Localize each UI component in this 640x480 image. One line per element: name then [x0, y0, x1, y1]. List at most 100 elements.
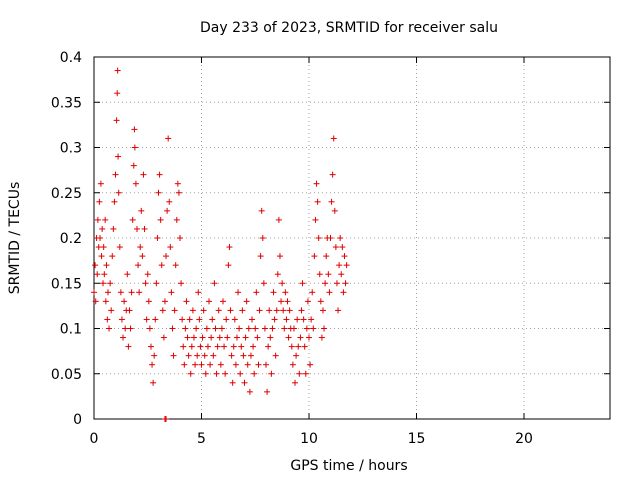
data-point: [286, 307, 293, 314]
data-point: [146, 325, 153, 332]
data-point: [173, 216, 180, 223]
data-point: [115, 189, 122, 196]
data-point: [265, 343, 272, 350]
data-point: [258, 207, 265, 214]
data-point: [185, 352, 192, 359]
data-point: [244, 361, 251, 368]
data-point: [257, 253, 264, 260]
data-point: [304, 298, 311, 305]
data-point: [274, 271, 281, 278]
data-point: [114, 90, 121, 97]
x-tick-label: 10: [300, 431, 318, 447]
data-point: [110, 225, 117, 232]
data-point: [236, 325, 243, 332]
data-point: [203, 325, 210, 332]
data-point: [97, 180, 104, 187]
y-tick-label: 0.2: [60, 231, 82, 247]
data-point: [141, 225, 148, 232]
data-point: [160, 334, 167, 341]
data-point: [233, 334, 240, 341]
data-point: [316, 271, 323, 278]
data-point: [166, 198, 173, 205]
data-point: [245, 325, 252, 332]
data-point: [209, 316, 216, 323]
grid: [94, 57, 610, 419]
data-point: [167, 244, 174, 251]
data-point: [215, 307, 222, 314]
data-point: [199, 334, 206, 341]
data-point: [96, 198, 103, 205]
data-point: [130, 162, 137, 169]
data-point: [284, 298, 291, 305]
data-point: [239, 307, 246, 314]
y-tick-label: 0: [73, 412, 82, 428]
data-point: [170, 352, 177, 359]
data-point: [256, 307, 263, 314]
data-point: [250, 343, 257, 350]
data-point: [121, 298, 128, 305]
data-point: [311, 253, 318, 260]
data-point: [206, 298, 213, 305]
data-point: [273, 307, 280, 314]
data-point: [328, 198, 335, 205]
data-point: [266, 307, 273, 314]
data-point: [321, 325, 328, 332]
data-point: [208, 334, 215, 341]
y-axis: 0 0.05 0.1 0.15 0.2 0.25 0.3 0.35 0.4: [51, 50, 610, 428]
data-point: [276, 253, 283, 260]
data-point: [298, 307, 305, 314]
data-point: [154, 235, 161, 241]
data-point: [180, 343, 187, 350]
data-point: [292, 379, 299, 386]
data-point: [197, 343, 204, 350]
data-point: [97, 235, 104, 241]
data-point: [142, 280, 149, 287]
data-point: [104, 316, 111, 323]
data-point: [243, 298, 250, 305]
data-point: [261, 325, 268, 332]
data-point: [341, 253, 348, 260]
data-point: [330, 135, 337, 142]
data-point: [103, 262, 110, 269]
data-point: [288, 343, 295, 350]
data-point: [131, 126, 138, 133]
data-point: [221, 343, 228, 350]
data-point: [190, 334, 197, 341]
data-point: [195, 289, 202, 296]
data-point: [267, 334, 274, 341]
y-tick-label: 0.15: [51, 276, 82, 292]
data-point: [147, 343, 154, 350]
data-point: [192, 361, 199, 368]
data-point: [271, 316, 278, 323]
data-point: [212, 325, 219, 332]
data-point: [157, 216, 164, 223]
data-point: [102, 298, 109, 305]
data-point: [260, 280, 267, 287]
data-point: [132, 180, 139, 187]
data-point: [307, 361, 314, 368]
data-point: [153, 280, 160, 287]
data-point: [152, 316, 159, 323]
data-point: [336, 262, 343, 269]
data-point: [238, 343, 245, 350]
data-point: [116, 244, 123, 251]
data-point: [143, 316, 150, 323]
data-point: [100, 280, 107, 287]
data-point: [226, 244, 233, 251]
data-point: [278, 298, 285, 305]
data-point: [241, 379, 248, 386]
data-point: [306, 334, 312, 341]
y-axis-title: SRMTID / TECUs: [7, 182, 23, 295]
data-point: [342, 280, 349, 287]
data-point: [151, 352, 158, 359]
y-tick-label: 0.05: [51, 367, 82, 383]
data-point: [222, 370, 229, 377]
data-point: [299, 280, 306, 287]
data-point: [240, 352, 247, 359]
data-point: [337, 235, 344, 241]
data-point: [112, 171, 119, 178]
data-point: [309, 289, 316, 296]
data-point: [182, 325, 189, 332]
data-point: [168, 289, 175, 296]
data-point: [272, 352, 279, 359]
